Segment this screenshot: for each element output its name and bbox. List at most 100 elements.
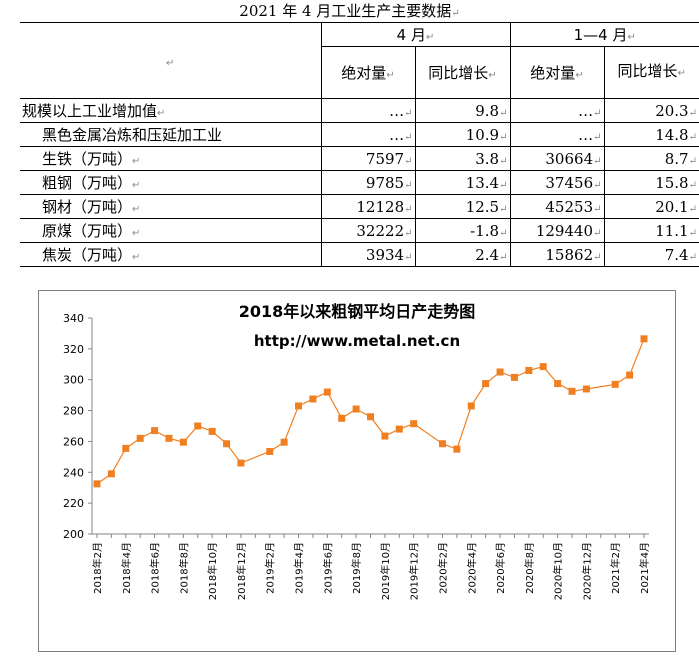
data-point (223, 440, 231, 448)
cell-value: 9785↵ (320, 170, 415, 195)
data-point (640, 335, 648, 343)
row-label: 规模以上工业增加值↵ (20, 98, 321, 123)
cell-value: 7.4↵ (603, 242, 699, 267)
data-point (179, 438, 187, 446)
x-tick-label: 2019年4月 (293, 542, 306, 594)
data-point (309, 395, 317, 403)
data-point (295, 402, 303, 410)
y-tick-label: 340 (63, 312, 84, 325)
table-row: 粗钢（万吨）↵ 9785↵ 13.4↵ 37456↵ 15.8↵ (20, 170, 699, 195)
table-row: 焦炭（万吨）↵ 3934↵ 2.4↵ 15862↵ 7.4↵ (20, 242, 699, 267)
data-point (410, 420, 418, 428)
x-tick-label: 2019年10月 (379, 542, 392, 600)
x-tick-label: 2019年6月 (321, 542, 334, 594)
col-header-growth-2: 同比增长↵ (603, 46, 699, 99)
data-point (136, 434, 144, 442)
cell-value: …↵ (509, 98, 604, 123)
group-header-jan-apr: 1—4 月↵ (509, 22, 699, 47)
row-label: 生铁（万吨）↵ (20, 146, 321, 171)
data-point (237, 459, 245, 467)
data-point (438, 440, 446, 448)
x-tick-label: 2018年10月 (206, 542, 219, 600)
cell-value: 7597↵ (320, 146, 415, 171)
row-label: 焦炭（万吨）↵ (20, 242, 321, 267)
data-point (539, 363, 547, 371)
cell-value: 12128↵ (320, 194, 415, 219)
data-point (367, 413, 374, 421)
data-point (496, 368, 504, 376)
y-tick-label: 320 (63, 343, 84, 356)
paragraph-mark-icon: ↵ (451, 8, 460, 19)
data-point (93, 480, 101, 488)
row-label: 钢材（万吨）↵ (20, 194, 321, 219)
cell-value: 30664↵ (509, 146, 604, 171)
steel-output-chart: 2018年以来粗钢平均日产走势图 http://www.metal.net.cn… (38, 290, 676, 652)
cell-value: …↵ (320, 98, 415, 123)
y-tick-label: 300 (63, 374, 84, 387)
x-tick-label: 2019年8月 (350, 542, 363, 594)
cell-value: 15862↵ (509, 242, 604, 267)
data-point (208, 427, 216, 435)
table-row: 黑色金属冶炼和压延加工业 …↵ 10.9↵ …↵ 14.8↵ (20, 122, 699, 147)
cell-value: 11.1↵ (603, 218, 699, 243)
data-point (554, 380, 562, 388)
group-header-jan-apr-text: 1—4 月 (573, 26, 628, 44)
cell-value: 2.4↵ (414, 242, 510, 267)
data-point (381, 432, 389, 440)
corner-cell: ↵ (20, 22, 321, 99)
row-label: 粗钢（万吨）↵ (20, 170, 321, 195)
data-point (280, 438, 288, 446)
cell-value: …↵ (320, 122, 415, 147)
cell-value: 10.9↵ (414, 122, 510, 147)
cell-value: 32222↵ (320, 218, 415, 243)
data-point (568, 387, 576, 395)
group-header-row: ↵ 4 月↵ 1—4 月↵ (20, 22, 699, 99)
cell-value: …↵ (509, 122, 604, 147)
column-header-row: 绝对量↵ 同比增长↵ 绝对量↵ 同比增长↵ (20, 46, 699, 99)
x-tick-label: 2020年6月 (494, 542, 507, 594)
x-tick-label: 2018年8月 (177, 542, 190, 594)
data-point (582, 385, 590, 393)
cell-value: 13.4↵ (414, 170, 510, 195)
data-point (338, 414, 346, 422)
data-point (525, 366, 533, 374)
x-tick-label: 2018年6月 (149, 542, 162, 594)
data-point (510, 373, 518, 381)
x-tick-label: 2019年12月 (408, 542, 421, 600)
data-point (482, 380, 490, 388)
data-point (626, 371, 634, 379)
document-title: 2021 年 4 月工业生产主要数据↵ (0, 0, 699, 22)
chart-series (93, 335, 648, 488)
cell-value: 3934↵ (320, 242, 415, 267)
cell-value: 20.3↵ (603, 98, 699, 123)
paragraph-mark-icon: ↵ (166, 57, 175, 69)
row-label: 原煤（万吨）↵ (20, 218, 321, 243)
x-tick-label: 2020年12月 (580, 542, 593, 600)
x-tick-label: 2018年4月 (120, 542, 133, 594)
x-tick-label: 2021年4月 (638, 542, 651, 594)
x-tick-label: 2018年2月 (91, 542, 104, 594)
data-point (323, 388, 331, 396)
y-tick-label: 240 (63, 466, 84, 479)
cell-value: 37456↵ (509, 170, 604, 195)
x-tick-label: 2020年4月 (465, 542, 478, 594)
group-header-april-text: 4 月 (396, 26, 426, 44)
cell-value: 12.5↵ (414, 194, 510, 219)
col-header-growth-1: 同比增长↵ (414, 46, 510, 99)
cell-value: 129440↵ (509, 218, 604, 243)
y-tick-label: 220 (63, 497, 84, 510)
x-tick-label: 2020年2月 (436, 542, 449, 594)
chart-canvas: 2018年以来粗钢平均日产走势图 http://www.metal.net.cn… (63, 302, 651, 600)
chart-subtitle: http://www.metal.net.cn (254, 332, 460, 350)
data-point (352, 405, 360, 413)
data-point (107, 470, 115, 478)
table-row: 生铁（万吨）↵ 7597↵ 3.8↵ 30664↵ 8.7↵ (20, 146, 699, 171)
cell-value: 14.8↵ (603, 122, 699, 147)
chart-axes: 200 220 240 260 280 300 320 340 2018年2月 2018年4月 20… (63, 312, 651, 600)
cell-value: 45253↵ (509, 194, 604, 219)
cell-value: 9.8↵ (414, 98, 510, 123)
chart-title: 2018年以来粗钢平均日产走势图 (239, 302, 476, 321)
x-tick-label: 2020年8月 (523, 542, 536, 594)
data-point (611, 380, 619, 388)
data-point (266, 447, 274, 455)
